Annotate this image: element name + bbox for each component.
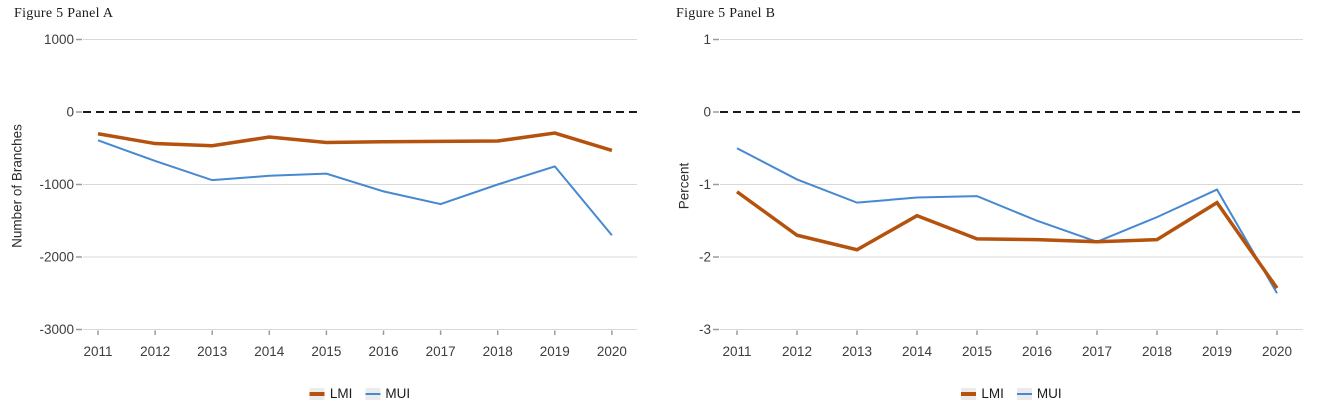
x-tick-label: 2012 bbox=[782, 344, 812, 359]
legend-label-mui: MUI bbox=[1036, 386, 1062, 402]
x-tick-label: 2011 bbox=[83, 344, 112, 359]
panel-b: Figure 5 Panel B Percent 1 0 -1 -2 -3 2011 201… bbox=[659, 0, 1318, 414]
y-tick-label: -1000 bbox=[39, 177, 74, 192]
legend-label-lmi: LMI bbox=[981, 386, 1004, 402]
panel-b-title: Figure 5 Panel B bbox=[676, 6, 776, 21]
y-tick-label: 0 bbox=[66, 105, 74, 120]
x-tick-label: 2014 bbox=[902, 344, 933, 359]
legend-label-mui: MUI bbox=[385, 386, 411, 402]
series-line-lmi bbox=[97, 131, 613, 153]
mui-line-key-icon bbox=[365, 388, 381, 400]
panel-a: Figure 5 Panel A Number of Branches 1000… bbox=[10, 6, 637, 400]
panel-b-plot-area: 1 0 -1 -2 -3 2011 2012 2013 2014 2015 2016 2017 2018… bbox=[699, 32, 1303, 359]
series-line-mui bbox=[736, 147, 1278, 294]
x-tick-label: 2016 bbox=[368, 344, 398, 359]
x-tick-label: 2012 bbox=[140, 344, 170, 359]
panel-b-legend: LMI MUI bbox=[682, 384, 1318, 404]
y-tick-label: -3 bbox=[699, 322, 711, 337]
lmi-line-key-icon bbox=[309, 388, 325, 400]
legend-item-mui: MUI bbox=[365, 387, 410, 401]
y-tick-label: 1 bbox=[703, 32, 711, 47]
x-tick-label: 2019 bbox=[540, 344, 570, 359]
panel-a-plot-area: 1000 0 -1000 -2000 -3000 2011 2012 2013 2014 2015… bbox=[39, 32, 637, 359]
x-tick-label: 2017 bbox=[426, 344, 456, 359]
legend-label-lmi: LMI bbox=[329, 386, 353, 402]
x-tick-label: 2015 bbox=[311, 344, 341, 359]
legend-item-lmi: LMI bbox=[961, 387, 1004, 401]
legend-item-mui: MUI bbox=[1016, 386, 1062, 402]
series-line-mui bbox=[97, 139, 613, 236]
y-tick-label: -2 bbox=[699, 250, 711, 265]
x-tick-label: 2015 bbox=[962, 344, 992, 359]
legend-item-lmi: LMI bbox=[309, 386, 353, 402]
x-tick-label: 2013 bbox=[197, 344, 227, 359]
x-tick-label: 2018 bbox=[483, 344, 513, 359]
y-tick-label: 1000 bbox=[44, 32, 74, 47]
x-tick-label: 2011 bbox=[722, 344, 751, 359]
y-tick-label: -1 bbox=[699, 177, 711, 192]
x-tick-label: 2020 bbox=[1262, 344, 1292, 359]
mui-line-key-icon bbox=[1016, 388, 1032, 400]
x-tick-label: 2016 bbox=[1022, 344, 1052, 359]
x-tick-label: 2019 bbox=[1202, 344, 1232, 359]
x-tick-label: 2014 bbox=[254, 344, 285, 359]
x-tick-label: 2020 bbox=[597, 344, 627, 359]
lmi-line-key-icon bbox=[961, 388, 977, 400]
x-tick-label: 2018 bbox=[1142, 344, 1172, 359]
x-tick-label: 2013 bbox=[842, 344, 872, 359]
x-tick-label: 2017 bbox=[1082, 344, 1112, 359]
y-tick-label: -3000 bbox=[39, 322, 74, 337]
panel-a-legend: LMI MUI bbox=[31, 384, 690, 404]
series-line-lmi bbox=[735, 190, 1279, 290]
y-tick-label: -2000 bbox=[39, 250, 74, 265]
panel-a-title: Figure 5 Panel A bbox=[14, 6, 114, 21]
y-tick-label: 0 bbox=[703, 105, 711, 120]
